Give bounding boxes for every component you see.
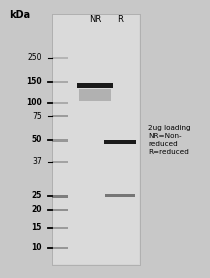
Bar (53, 15, 139, 264)
Text: 50: 50 (32, 135, 42, 145)
Text: 25: 25 (32, 192, 42, 200)
Bar (79, 89, 111, 101)
Bar (52, 209, 68, 211)
Text: 100: 100 (26, 98, 42, 108)
Text: 15: 15 (32, 224, 42, 232)
Bar (52, 115, 68, 117)
Text: 20: 20 (32, 205, 42, 215)
Bar (52, 195, 68, 197)
Bar (52, 227, 68, 229)
Bar (52, 138, 68, 142)
Bar (52, 81, 68, 83)
Bar (104, 140, 136, 144)
Bar (52, 14, 140, 265)
Text: kDa: kDa (9, 10, 31, 20)
Text: R: R (117, 16, 123, 24)
Text: 10: 10 (32, 244, 42, 252)
Bar (52, 57, 68, 59)
Text: 2ug loading
NR=Non-
reduced
R=reduced: 2ug loading NR=Non- reduced R=reduced (148, 125, 191, 155)
Text: 37: 37 (32, 158, 42, 167)
Bar (77, 83, 113, 88)
Text: 150: 150 (26, 78, 42, 86)
Text: 250: 250 (28, 53, 42, 63)
Text: 75: 75 (32, 111, 42, 120)
Bar (52, 102, 68, 104)
Bar (52, 161, 68, 163)
Bar (52, 247, 68, 249)
Text: NR: NR (89, 16, 101, 24)
Bar (105, 193, 135, 197)
